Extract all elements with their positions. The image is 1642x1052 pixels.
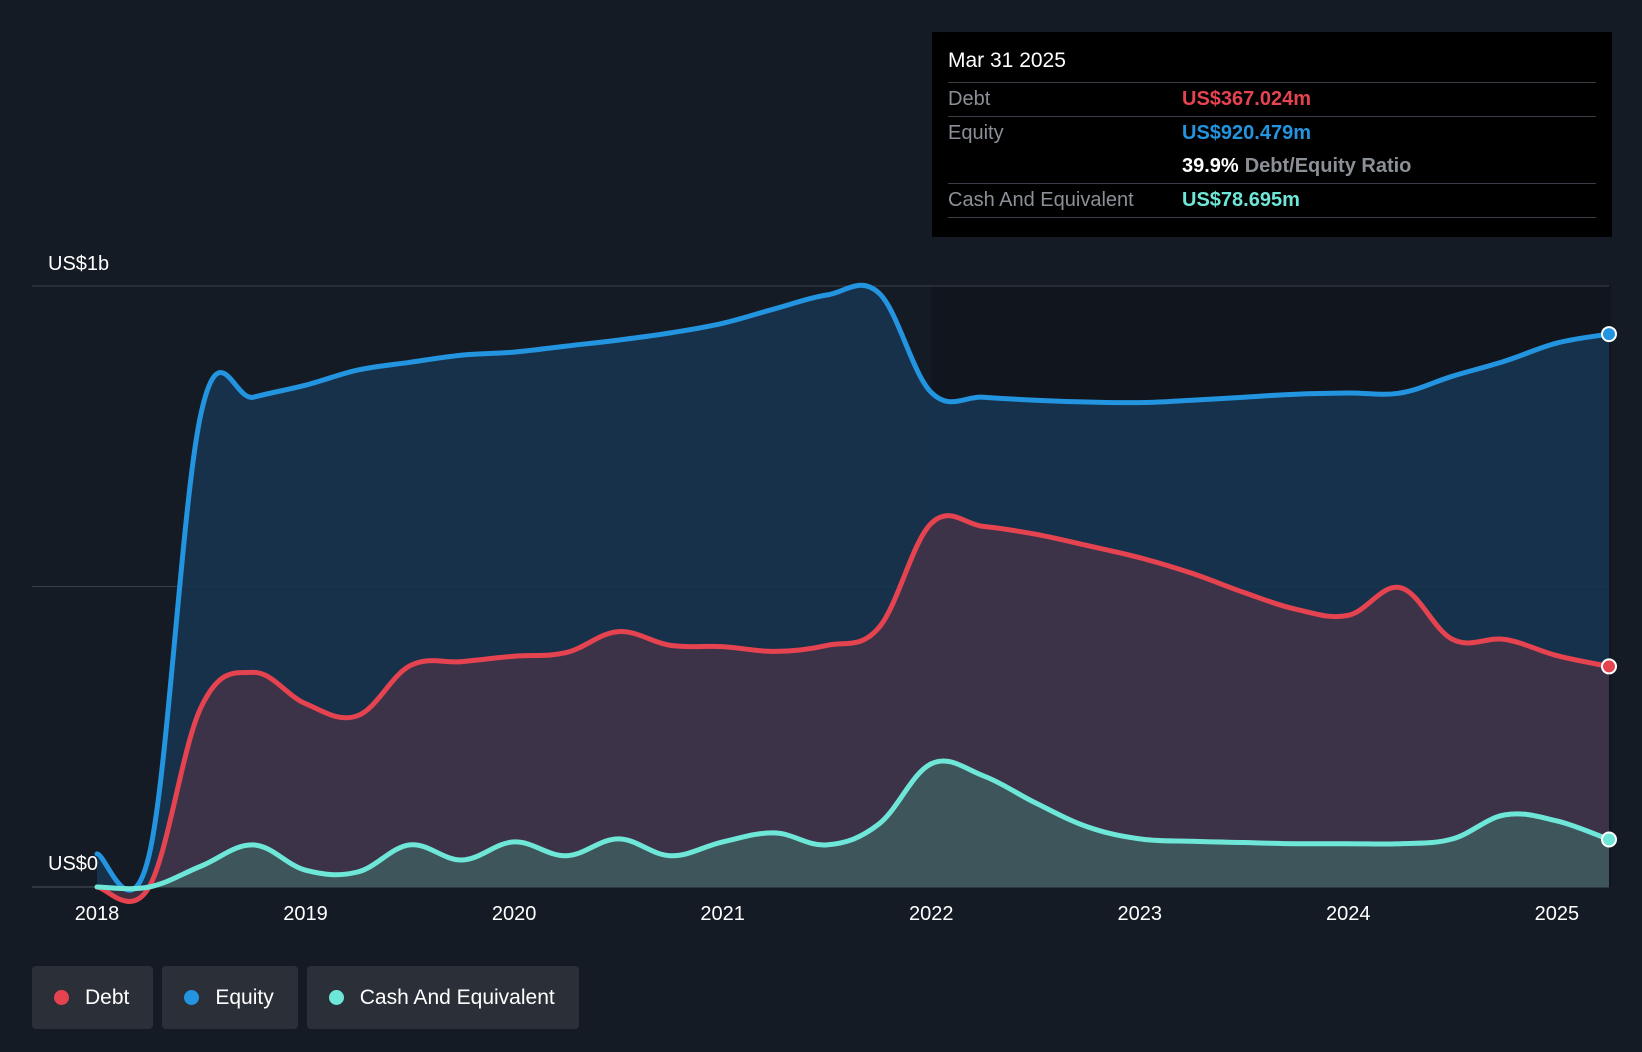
debt-area [97,515,1609,902]
x-tick-label: 2020 [492,903,537,925]
x-tick-label: 2021 [700,903,745,925]
debt-line [94,513,1612,904]
tooltip-cash-label: Cash And Equivalent [948,189,1134,211]
tooltip-cash-value: US$78.695m [1182,189,1300,211]
x-tick-label: 2023 [1118,903,1163,925]
legend-debt-label: Debt [85,985,130,1009]
legend-item-debt[interactable]: Debt [32,966,154,1029]
cash-dot-icon [328,990,344,1005]
debt-dot-icon [54,990,69,1005]
tooltip-debt-label: Debt [948,88,991,110]
tooltip-date: Mar 31 2025 [948,46,1596,83]
legend-equity-label: Equity [215,985,274,1009]
tooltip-debt-row: Debt US$367.024m [948,83,1596,117]
equity-line [94,282,1612,893]
x-tick-label: 2019 [283,903,328,925]
legend-item-cash[interactable]: Cash And Equivalent [306,966,579,1029]
tooltip-ratio-row: 39.9% Debt/Equity Ratio [948,150,1596,184]
tooltip-equity-value: US$920.479m [1182,122,1311,144]
y-label-bottom: US$0 [48,853,98,875]
equity-endpoint[interactable] [1601,326,1617,343]
series-lines [94,282,1612,904]
cash-area [97,760,1609,889]
legend: Debt Equity Cash And Equivalent [32,966,579,1029]
x-tick-label: 2024 [1326,903,1371,925]
x-tick-label: 2025 [1535,903,1580,925]
legend-item-equity[interactable]: Equity [162,966,298,1029]
series-areas [97,285,1609,902]
tooltip-ratio-value: 39.9% [1182,155,1239,177]
tooltip: Mar 31 2025 Debt US$367.024m Equity US$9… [932,32,1612,237]
cash-endpoint[interactable] [1601,831,1617,848]
tooltip-debt-value: US$367.024m [1182,88,1311,110]
series-endpoints [1601,326,1617,848]
x-tick-label: 2022 [909,903,954,925]
tooltip-cash-row: Cash And Equivalent US$78.695m [948,184,1596,218]
cash-line [94,758,1612,892]
tooltip-equity-row: Equity US$920.479m [948,117,1596,150]
y-label-top: US$1b [48,253,109,275]
x-axis-ticks: 2018 2019 2020 2021 2022 2023 2024 2025 [75,903,1579,925]
x-tick-label: 2018 [75,903,120,925]
tooltip-ratio-label: Debt/Equity Ratio [1244,155,1412,177]
tooltip-equity-label: Equity [948,122,1004,144]
legend-cash-label: Cash And Equivalent [359,985,555,1009]
debt-endpoint[interactable] [1601,658,1617,675]
equity-dot-icon [184,990,200,1005]
